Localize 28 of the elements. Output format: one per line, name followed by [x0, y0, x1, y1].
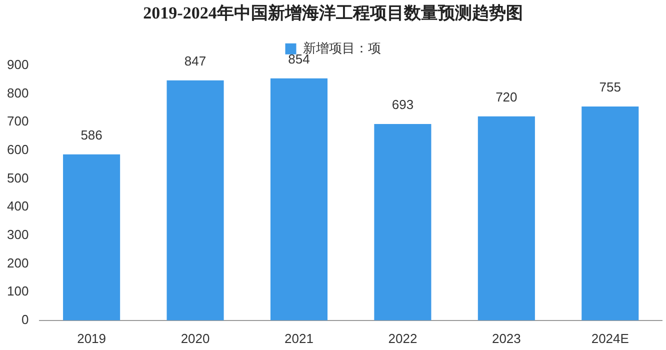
- y-tick-label: 800: [6, 85, 29, 100]
- y-tick-label: 100: [6, 284, 29, 299]
- data-label: 720: [496, 89, 518, 104]
- x-tick-label: 2024E: [591, 330, 630, 346]
- y-tick-label: 500: [6, 170, 29, 186]
- x-tick-label: 2020: [180, 330, 210, 346]
- x-tick-label: 2023: [492, 330, 521, 346]
- bar: [478, 116, 535, 320]
- y-tick-label: 900: [6, 56, 29, 72]
- data-label: 847: [184, 53, 206, 68]
- bar: [374, 124, 432, 320]
- bar: [63, 154, 120, 320]
- x-tick-label: 2022: [388, 330, 418, 346]
- y-tick-label: 200: [6, 255, 29, 270]
- bar: [582, 106, 639, 320]
- y-tick-label: 600: [6, 142, 29, 157]
- data-label: 755: [599, 80, 621, 95]
- y-tick-label: 0: [21, 312, 29, 327]
- x-tick-label: 2019: [77, 330, 106, 346]
- data-label: 586: [80, 127, 102, 142]
- chart-title: 2019-2024年中国新增海洋工程项目数量预测趋势图: [143, 4, 523, 23]
- y-tick-label: 400: [6, 198, 29, 214]
- x-tick-label: 2021: [284, 330, 314, 346]
- bar: [270, 78, 328, 320]
- data-label: 693: [392, 97, 414, 112]
- bar: [166, 80, 224, 320]
- y-tick-label: 300: [6, 226, 29, 242]
- y-tick-label: 700: [6, 114, 29, 129]
